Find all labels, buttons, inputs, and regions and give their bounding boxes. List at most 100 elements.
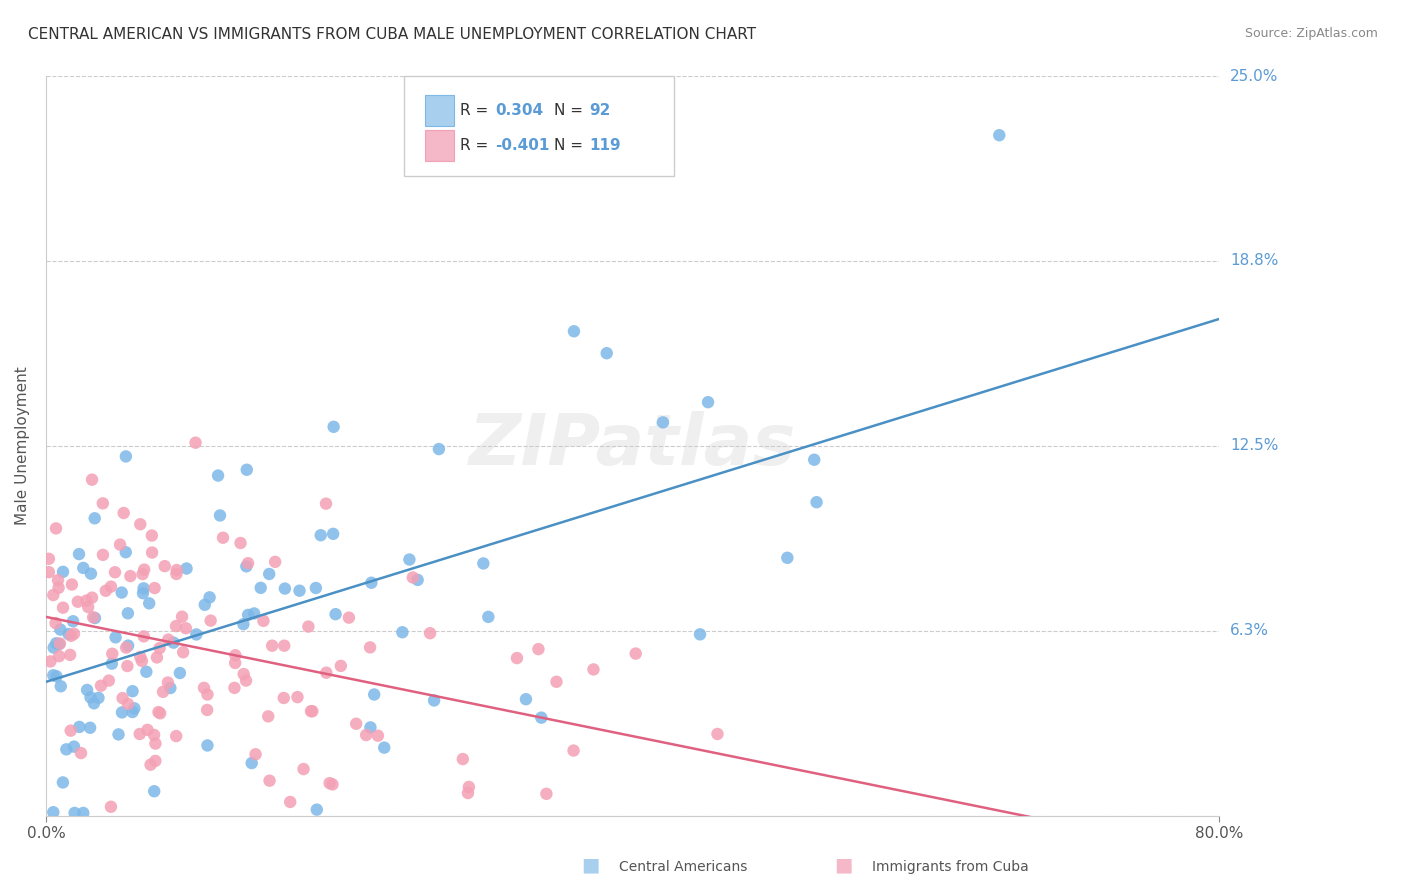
Point bbox=[91, 548, 114, 562]
Point bbox=[121, 705, 143, 719]
Point bbox=[224, 648, 246, 663]
Point bbox=[90, 679, 112, 693]
Point bbox=[457, 786, 479, 800]
Point bbox=[48, 581, 70, 595]
Point bbox=[131, 567, 153, 582]
Point bbox=[60, 577, 83, 591]
Point bbox=[165, 566, 187, 581]
Point bbox=[132, 586, 155, 600]
Point bbox=[63, 739, 86, 754]
Point bbox=[292, 762, 315, 776]
Point bbox=[159, 681, 181, 695]
Text: Source: ZipAtlas.com: Source: ZipAtlas.com bbox=[1244, 27, 1378, 40]
Point bbox=[309, 528, 332, 542]
Point bbox=[170, 609, 193, 624]
Point bbox=[288, 583, 311, 598]
Point bbox=[193, 681, 215, 695]
Point bbox=[321, 777, 343, 791]
Point bbox=[129, 650, 152, 665]
Point bbox=[52, 775, 75, 789]
Point bbox=[406, 573, 429, 587]
Point bbox=[457, 780, 479, 794]
Point bbox=[152, 685, 174, 699]
Point bbox=[48, 649, 70, 664]
Point bbox=[530, 711, 553, 725]
Point bbox=[42, 805, 65, 820]
Point bbox=[111, 706, 134, 720]
Point bbox=[117, 659, 139, 673]
Point bbox=[112, 506, 135, 520]
Point bbox=[52, 565, 75, 579]
Text: ■: ■ bbox=[581, 855, 600, 874]
Point bbox=[128, 727, 150, 741]
Point bbox=[427, 442, 450, 456]
Point bbox=[59, 723, 82, 738]
Point bbox=[49, 679, 72, 693]
Point bbox=[156, 675, 179, 690]
Point bbox=[115, 640, 138, 655]
Point bbox=[240, 756, 263, 770]
Text: R =: R = bbox=[460, 103, 494, 119]
Point bbox=[124, 701, 146, 715]
Point bbox=[212, 531, 235, 545]
Point bbox=[329, 659, 352, 673]
Point bbox=[42, 668, 65, 682]
Point bbox=[391, 625, 413, 640]
Point bbox=[527, 642, 550, 657]
Point bbox=[79, 690, 101, 705]
Point bbox=[121, 684, 143, 698]
Text: Central Americans: Central Americans bbox=[619, 860, 747, 874]
Point bbox=[58, 627, 80, 641]
Point bbox=[367, 729, 389, 743]
Point bbox=[257, 709, 280, 723]
Point bbox=[706, 727, 728, 741]
Point bbox=[359, 720, 381, 734]
Point bbox=[169, 665, 191, 680]
Point bbox=[235, 559, 257, 574]
Point bbox=[129, 517, 152, 532]
Point bbox=[101, 657, 124, 671]
Point bbox=[67, 547, 90, 561]
Point bbox=[115, 450, 138, 464]
Point bbox=[363, 688, 385, 702]
Point bbox=[596, 346, 619, 360]
Point bbox=[138, 596, 160, 610]
Point bbox=[120, 569, 142, 583]
Point bbox=[100, 580, 122, 594]
Point bbox=[536, 787, 558, 801]
Point bbox=[59, 648, 82, 662]
Point bbox=[776, 550, 799, 565]
Point bbox=[546, 674, 568, 689]
Point bbox=[359, 640, 381, 655]
Point bbox=[114, 545, 136, 559]
Point bbox=[562, 743, 585, 757]
FancyBboxPatch shape bbox=[425, 130, 454, 161]
Point bbox=[322, 526, 344, 541]
Text: 119: 119 bbox=[589, 138, 620, 153]
Point bbox=[72, 561, 94, 575]
Point bbox=[582, 662, 605, 676]
Point bbox=[83, 511, 105, 525]
Text: R =: R = bbox=[460, 138, 494, 153]
Point bbox=[141, 545, 163, 559]
Point bbox=[48, 637, 70, 651]
Point bbox=[84, 611, 107, 625]
Point bbox=[232, 667, 254, 681]
Point bbox=[423, 693, 446, 707]
Point bbox=[195, 703, 218, 717]
Point bbox=[236, 556, 259, 570]
Point bbox=[145, 737, 167, 751]
Point bbox=[297, 619, 319, 633]
Point bbox=[100, 799, 122, 814]
Point bbox=[111, 691, 134, 706]
Point bbox=[60, 629, 83, 643]
Point bbox=[134, 563, 156, 577]
Point bbox=[988, 128, 1011, 143]
Point bbox=[49, 623, 72, 637]
Point bbox=[143, 784, 166, 798]
Point bbox=[236, 463, 259, 477]
Point bbox=[273, 690, 295, 705]
Point bbox=[162, 635, 184, 649]
Point bbox=[273, 639, 295, 653]
Text: -0.401: -0.401 bbox=[495, 138, 550, 153]
